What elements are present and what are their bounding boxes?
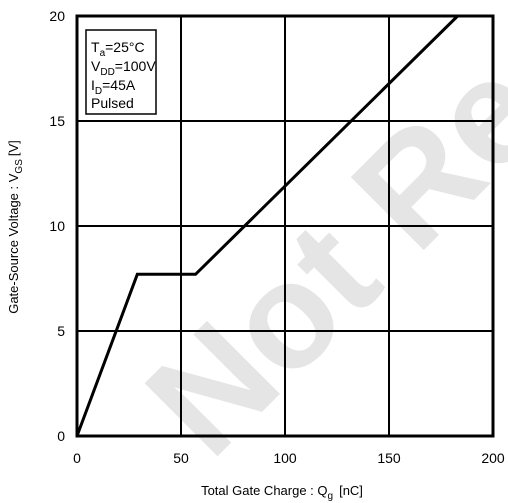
legend-line-id: ID=45A [91, 77, 136, 97]
watermark-text: Not Re [114, 25, 508, 486]
x-axis-label: Total Gate Charge : Qg [nC] [201, 483, 363, 502]
y-tick-label-15: 15 [49, 113, 65, 129]
legend: Ta=25°C VDD=100V ID=45A Pulsed [85, 29, 157, 115]
plot-frame [75, 14, 495, 438]
x-tick-label-50: 50 [173, 450, 189, 466]
x-tick-label-0: 0 [73, 450, 81, 466]
legend-line-pulsed: Pulsed [91, 95, 134, 111]
y-tick-label-10: 10 [49, 218, 65, 234]
grid [77, 16, 493, 436]
y-tick-labels: 0 5 10 15 20 [49, 8, 65, 444]
y-tick-label-20: 20 [49, 8, 65, 24]
legend-line-ta: Ta=25°C [91, 39, 145, 59]
x-tick-label-150: 150 [377, 450, 401, 466]
y-axis-label: Gate-Source Voltage : VGS[V] [6, 140, 25, 314]
x-tick-label-100: 100 [273, 450, 297, 466]
series-line-vgs [75, 14, 459, 437]
legend-line-vdd: VDD=100V [91, 58, 156, 78]
x-tick-label-200: 200 [481, 450, 505, 466]
legend-box [85, 29, 157, 115]
y-tick-label-0: 0 [57, 428, 65, 444]
x-tick-labels: 0 50 100 150 200 [73, 450, 505, 466]
y-tick-label-5: 5 [57, 323, 65, 339]
